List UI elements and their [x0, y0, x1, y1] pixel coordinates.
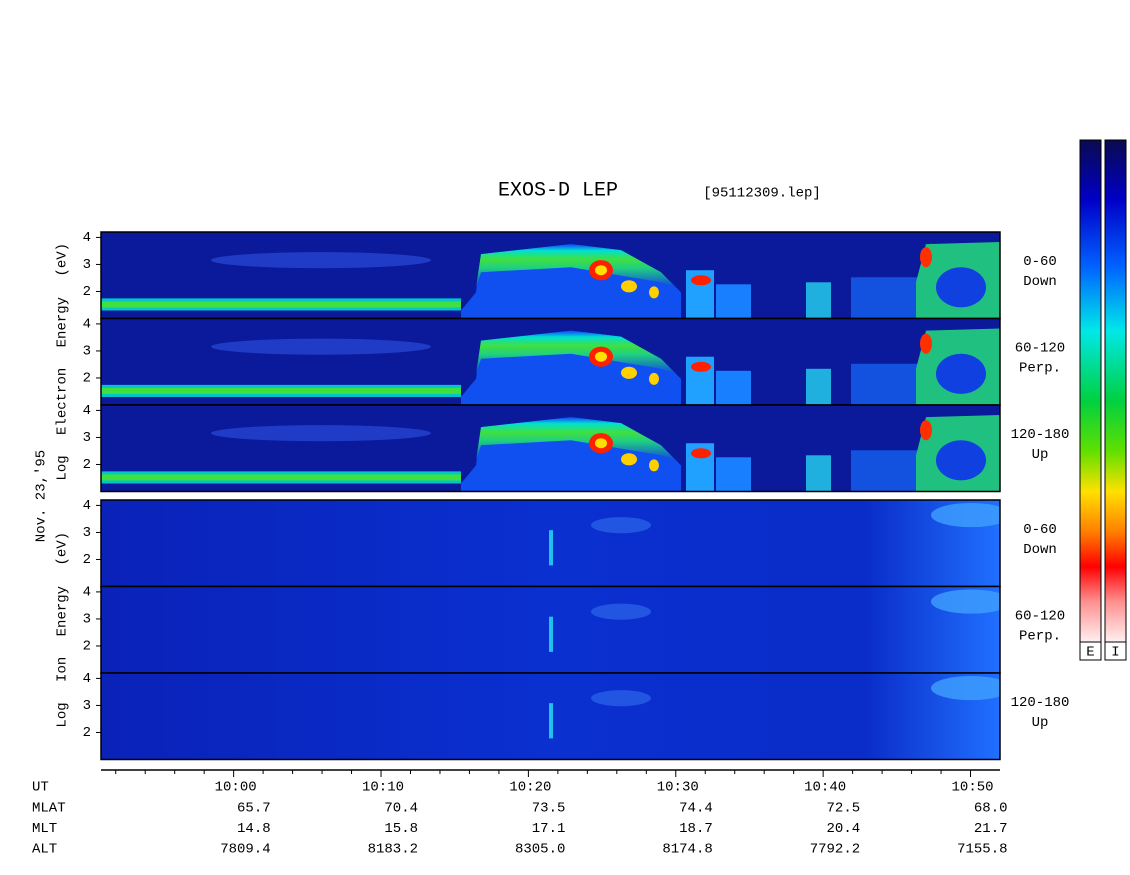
- y-tick-label: 4: [83, 498, 91, 514]
- row-value: 17.1: [532, 821, 566, 837]
- row-value: 15.8: [384, 821, 418, 837]
- y-tick-label: 2: [83, 639, 91, 655]
- y-tick-label: 4: [83, 671, 91, 687]
- row-value: 72.5: [827, 801, 861, 817]
- x-tick-label: 10:00: [215, 780, 257, 796]
- row-value: 65.7: [237, 801, 271, 817]
- panel-label: Up: [1032, 447, 1049, 463]
- panel-label: Up: [1032, 715, 1049, 731]
- y-tick-label: 3: [83, 525, 91, 541]
- row-value: 8174.8: [662, 842, 712, 858]
- y-tick-label: 3: [83, 257, 91, 273]
- row-name: MLT: [32, 821, 57, 837]
- colorbar-label: I: [1111, 645, 1119, 661]
- x-tick-label: 10:50: [952, 780, 994, 796]
- panels: Log Electron Energy (eV) 2 3 4 0-60 Down 2 3 4 60…: [55, 230, 1070, 761]
- row-value: 70.4: [384, 801, 418, 817]
- row-value: 74.4: [679, 801, 713, 817]
- y-tick-label: 2: [83, 552, 91, 568]
- row-value: 20.4: [827, 821, 861, 837]
- y-tick-label: 3: [83, 344, 91, 360]
- y-axis-label: Log Electron Energy (eV): [55, 243, 71, 481]
- x-tick-label: 10:30: [657, 780, 699, 796]
- y-tick-label: 2: [83, 371, 91, 387]
- panel-label: Perp.: [1019, 360, 1061, 376]
- row-value: 7809.4: [220, 842, 270, 858]
- x-tick-label: 10:40: [804, 780, 846, 796]
- spectrogram-image: [101, 405, 1000, 492]
- row-value: 21.7: [974, 821, 1008, 837]
- colorbar-label-box: [1079, 641, 1102, 661]
- row-name: ALT: [32, 842, 57, 858]
- row-value: 7792.2: [810, 842, 860, 858]
- panel-frame: [100, 672, 1001, 761]
- file-label: [95112309.lep]: [703, 186, 821, 202]
- panel-label: 0-60: [1023, 254, 1057, 270]
- panel-label: 0-60: [1023, 522, 1057, 538]
- panel-label: 120-180: [1011, 427, 1070, 443]
- panel-label: Perp.: [1019, 628, 1061, 644]
- panel-label: 60-120: [1015, 608, 1065, 624]
- row-name: MLAT: [32, 801, 66, 817]
- spectrogram-image: [101, 500, 1000, 587]
- panel-label: Down: [1023, 542, 1057, 558]
- row-value: 73.5: [532, 801, 566, 817]
- y-tick-label: 2: [83, 284, 91, 300]
- panel-label: 120-180: [1011, 695, 1070, 711]
- y-tick-label: 3: [83, 698, 91, 714]
- chart-title: EXOS-D LEP: [498, 179, 618, 202]
- y-tick-label: 4: [83, 585, 91, 601]
- date-label: Nov. 23,'95: [34, 450, 50, 542]
- y-axis-label: Log Ion Energy (eV): [55, 532, 71, 728]
- colorbar: [1079, 139, 1102, 643]
- y-tick-label: 3: [83, 612, 91, 628]
- x-tick-label: 10:20: [509, 780, 551, 796]
- row-value: 8305.0: [515, 842, 565, 858]
- row-value: 14.8: [237, 821, 271, 837]
- y-tick-label: 2: [83, 725, 91, 741]
- y-tick-label: 4: [83, 403, 91, 419]
- colorbar-label: E: [1086, 645, 1094, 661]
- colorbar: [1104, 139, 1127, 643]
- panel-label: Down: [1023, 274, 1057, 290]
- y-tick-label: 3: [83, 430, 91, 446]
- panel-frame: [100, 404, 1001, 493]
- spectrogram-image: [101, 318, 1000, 405]
- spectrogram-image: [101, 673, 1000, 760]
- y-tick-label: 4: [83, 317, 91, 333]
- y-tick-label: 2: [83, 457, 91, 473]
- row-value: 68.0: [974, 801, 1008, 817]
- spectrogram-image: [101, 232, 1000, 319]
- spectrogram-image: [101, 586, 1000, 673]
- orbit-table: UT MLAT 65.7 70.4 73.5 74.4 72.5 68.0 MLT 14.8 15.…: [32, 780, 1008, 858]
- y-tick-label: 4: [83, 230, 91, 246]
- panel-label: 60-120: [1015, 340, 1065, 356]
- row-name: UT: [32, 780, 49, 796]
- time-axis: 10:00 10:10 10:20 10:30 10:40 10:50: [101, 769, 1000, 796]
- x-tick-label: 10:10: [362, 780, 404, 796]
- row-value: 7155.8: [957, 842, 1007, 858]
- colorbar-label-box: [1104, 641, 1127, 661]
- row-value: 18.7: [679, 821, 713, 837]
- row-value: 8183.2: [368, 842, 418, 858]
